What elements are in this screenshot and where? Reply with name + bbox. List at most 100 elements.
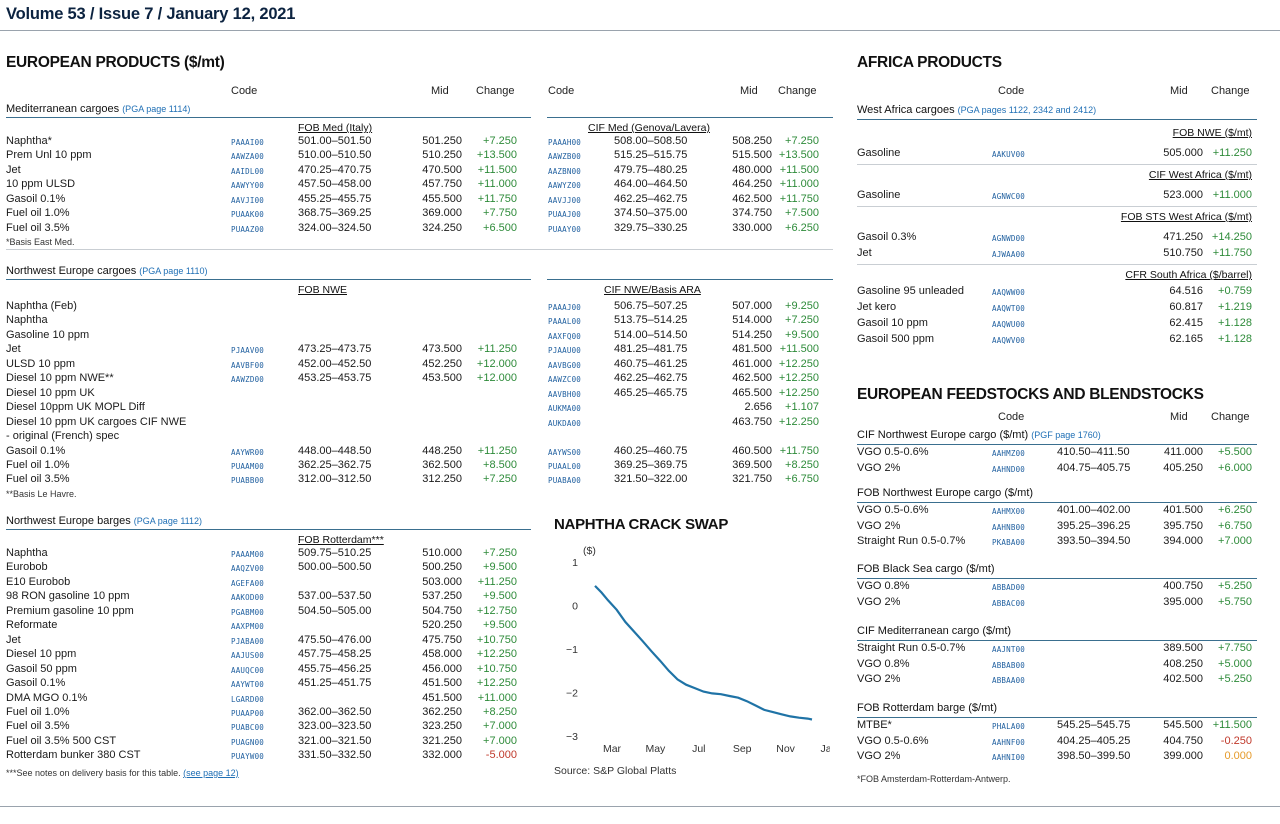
fob-group-title: FOB Rotterdam*** — [298, 534, 384, 546]
price-change: +7.250 — [483, 135, 517, 147]
product-name: DMA MGO 0.1% — [6, 691, 88, 704]
price-range: 393.50–394.50 — [1057, 535, 1131, 547]
price-change: +14.250 — [1211, 231, 1252, 243]
symbol-code: PUAYW00 — [231, 752, 265, 762]
see-page-link[interactable]: (see page 12) — [183, 767, 239, 778]
price-change: -5.000 — [485, 749, 517, 762]
product-name: VGO 2% — [857, 461, 901, 474]
table-row: VGO 0.5-0.6% AAHMZ00 410.50–411.50 411.000 +… — [0, 446, 1280, 459]
mid-price: 321.250 — [422, 734, 462, 747]
price-change: +12.250 — [476, 677, 517, 690]
price-range: 460.75–461.25 — [614, 357, 688, 370]
table-row: Gasoline 10 ppm AAXFQ00 514.00–514.50 514.2… — [0, 329, 840, 342]
price-change: +6.000 — [1218, 461, 1252, 474]
table-row: Diesel 10ppm UK MOPL Diff AUKMA00 2.656 +1.… — [0, 401, 840, 414]
symbol-code: AAVJI00 — [231, 195, 265, 205]
price-change: +6.250 — [1218, 504, 1252, 516]
group-title-text: CIF Northwest Europe cargo ($/mt) — [857, 429, 1032, 441]
table-row: VGO 0.8% ABBAB00 408.250 +5.000 — [0, 658, 1280, 671]
table-row: 10 ppm ULSD AAWYY00 457.50–458.00 457.750 +1… — [0, 178, 840, 191]
table-row: Gasoline 95 unleaded AAQWW00 64.516 +0.759 — [0, 285, 1280, 298]
mid-price: 60.817 — [1169, 301, 1203, 313]
table-row: Fuel oil 1.0% PUAAK00 368.75–369.25 369.000… — [0, 207, 840, 220]
nwe-footnote: **Basis Le Havre. — [6, 488, 77, 499]
symbol-code: AAJUS00 — [231, 651, 265, 661]
price-range: 460.25–460.75 — [614, 444, 688, 457]
price-change: +7.250 — [785, 135, 819, 147]
mid-price: 523.000 — [1163, 189, 1203, 201]
price-change: +13.500 — [476, 149, 517, 162]
africa-group-title: CFR South Africa ($/barrel) — [1125, 269, 1252, 281]
symbol-code: ABBAB00 — [992, 660, 1026, 670]
price-change: +7.250 — [483, 473, 517, 486]
x-tick-label: Jul — [692, 743, 705, 755]
product-name: 10 ppm ULSD — [6, 178, 76, 191]
symbol-code: AAVBH00 — [548, 389, 582, 399]
symbol-code: PUAGN00 — [231, 737, 265, 747]
table-row: Naphtha PAAAL00 513.75–514.25 514.000 +7.250 — [0, 314, 840, 327]
price-change: 0.000 — [1224, 750, 1252, 762]
price-change: +12.250 — [778, 357, 819, 370]
table-row: Gasoline AGNWC00 523.000 +11.000 — [0, 189, 1280, 202]
mid-price: 451.500 — [422, 677, 462, 690]
product-name: VGO 2% — [857, 595, 901, 608]
mid-price: 457.750 — [422, 178, 462, 191]
price-range: 324.00–324.50 — [298, 221, 372, 234]
group-title-text: FOB Northwest Europe cargo ($/mt) — [857, 487, 1034, 499]
section-rule — [547, 279, 833, 280]
table-row: 98 RON gasoline 10 ppm AAKOD00 537.00–537.… — [0, 590, 840, 603]
symbol-code: PUABA00 — [548, 476, 582, 486]
product-name: VGO 0.8% — [857, 580, 910, 592]
symbol-code: PUAAK00 — [231, 210, 265, 220]
table-row: Gasoil 500 ppm AAQWV00 62.165 +1.128 — [0, 333, 1280, 346]
mid-price: 453.500 — [422, 372, 462, 385]
price-range: 500.00–500.50 — [298, 561, 372, 574]
price-change: +1.107 — [785, 401, 819, 414]
symbol-code: PUAAP00 — [231, 708, 265, 718]
product-name: Gasoline 95 unleaded — [857, 285, 965, 297]
price-change: +12.250 — [778, 415, 819, 428]
africa-col-code: Code — [998, 85, 1025, 97]
table-row: - original (French) spec — [0, 430, 840, 443]
pga-page-ref: (PGA page 1110) — [139, 266, 208, 276]
price-range: 452.00–452.50 — [298, 357, 372, 370]
feed-col-change: Change — [1211, 411, 1250, 423]
product-name: Gasoline — [857, 147, 901, 159]
price-change: +11.500 — [477, 163, 517, 176]
symbol-code: AAWZD00 — [231, 375, 265, 385]
symbol-code: AAHMZ00 — [992, 449, 1026, 458]
price-range: 401.00–402.00 — [1057, 504, 1131, 516]
x-tick-label: Sep — [733, 743, 752, 755]
group-title-text: CIF Mediterranean cargo ($/mt) — [857, 625, 1012, 637]
price-change: +12.750 — [476, 604, 517, 617]
price-change: +1.128 — [1218, 333, 1252, 345]
price-range: 312.00–312.50 — [298, 473, 372, 486]
mid-price: 400.750 — [1163, 580, 1203, 592]
y-tick-label: 1 — [572, 557, 578, 569]
mid-price: 515.500 — [732, 149, 772, 162]
product-name: VGO 2% — [857, 519, 901, 532]
table-row: Diesel 10 ppm NWE** AAWZD00 453.25–453.75 4… — [0, 372, 840, 385]
product-name: Jet — [6, 163, 21, 176]
product-name: Naphtha — [6, 314, 48, 327]
table-row: Diesel 10 ppm UK AAVBH00 465.25–465.75 465.… — [0, 387, 840, 400]
symbol-code: PUAAL00 — [548, 461, 582, 471]
mid-price: 475.750 — [422, 633, 462, 646]
mid-price: 462.500 — [732, 372, 772, 385]
symbol-code: LGARD00 — [231, 694, 265, 704]
table-row: Fuel oil 3.5% 500 CST PUAGN00 321.00–321.5… — [0, 735, 840, 748]
price-change: +7.750 — [1218, 642, 1252, 654]
mid-price: 508.250 — [732, 135, 772, 147]
price-change: +11.000 — [1212, 189, 1252, 201]
symbol-code: PAAAH00 — [548, 138, 582, 147]
feedstocks-title: EUROPEAN FEEDSTOCKS AND BLENDSTOCKS — [857, 386, 1204, 403]
symbol-code: AAWZC00 — [548, 375, 582, 385]
col-code-1: Code — [231, 85, 258, 97]
product-name: Reformate — [6, 619, 58, 632]
price-range: 369.25–369.75 — [614, 458, 688, 471]
feed-group-title: FOB Northwest Europe cargo ($/mt) — [857, 487, 1033, 499]
price-change: +11.000 — [779, 178, 819, 191]
fob-group-title: FOB Med (Italy) — [298, 122, 373, 134]
product-name: VGO 0.5-0.6% — [857, 446, 929, 458]
product-name: Naphtha* — [6, 135, 52, 147]
